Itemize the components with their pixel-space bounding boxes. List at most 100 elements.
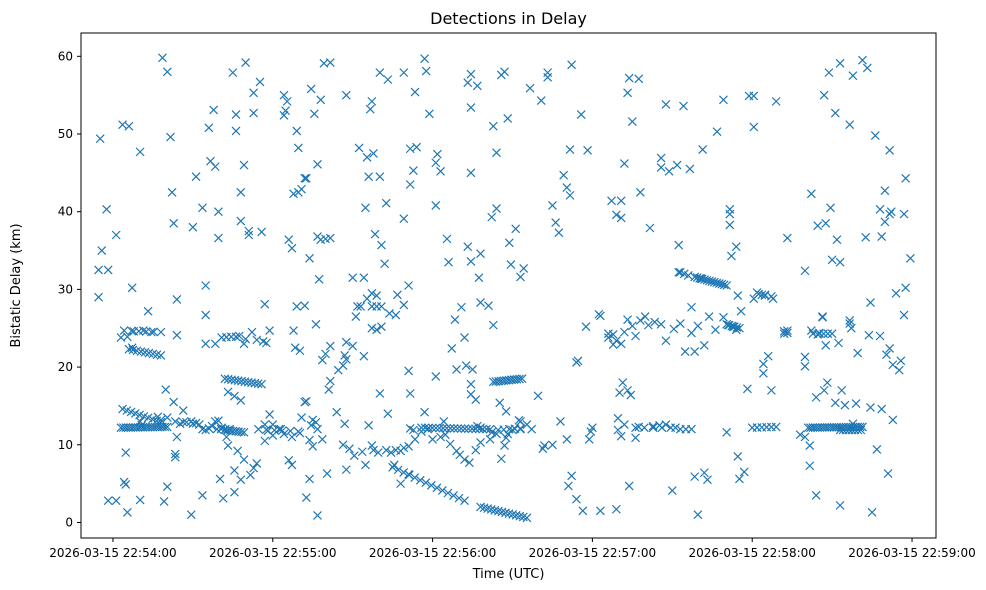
detection-marker (149, 327, 158, 337)
detection-marker (420, 407, 430, 417)
detection-marker (485, 434, 495, 444)
detection-marker (338, 440, 348, 450)
detection-marker (333, 365, 343, 375)
detection-marker (503, 114, 513, 123)
detection-marker (749, 91, 759, 101)
detection-marker (766, 385, 776, 395)
detection-marker (749, 122, 759, 132)
detection-marker (466, 256, 476, 266)
detection-marker (172, 330, 182, 340)
detection-marker (853, 425, 863, 435)
detection-marker (511, 510, 521, 520)
detection-marker (497, 507, 507, 517)
plot-frame (80, 32, 937, 539)
detection-marker (700, 275, 709, 285)
detection-marker (94, 292, 104, 302)
detection-marker (468, 364, 477, 374)
detection-marker (436, 432, 446, 442)
detection-marker (675, 319, 685, 328)
detection-marker (527, 424, 537, 434)
detection-marker (856, 425, 866, 435)
detection-marker (348, 341, 358, 351)
detection-marker (377, 302, 386, 311)
detection-marker (687, 328, 696, 338)
detection-marker (736, 306, 746, 316)
detection-marker (727, 321, 737, 331)
detection-marker (824, 68, 834, 78)
detection-marker (241, 58, 251, 67)
detection-marker (135, 495, 145, 505)
detection-marker (415, 475, 425, 485)
detection-marker (341, 337, 351, 347)
detection-marker (354, 143, 364, 153)
detection-marker (886, 207, 896, 217)
detection-marker (372, 325, 382, 335)
detection-marker (381, 445, 391, 455)
detection-marker (758, 359, 768, 369)
x-tick-label: 2026-03-15 22:56:00 (369, 546, 496, 560)
detection-marker (201, 425, 211, 435)
detection-marker (722, 319, 732, 329)
detection-marker (619, 327, 629, 337)
detection-marker (94, 265, 104, 275)
detection-marker (661, 100, 671, 109)
detection-marker (461, 361, 471, 370)
detection-marker (698, 145, 708, 154)
detection-marker (412, 142, 422, 152)
detection-marker (533, 391, 543, 401)
detection-marker (819, 329, 829, 339)
detection-marker (631, 423, 640, 433)
detection-marker (811, 392, 821, 402)
detection-marker (416, 423, 426, 433)
detection-marker (306, 420, 316, 430)
detection-marker (460, 333, 469, 342)
y-axis-label: Bistatic Delay (km) (9, 223, 24, 347)
detection-marker (835, 500, 845, 510)
detection-marker (492, 204, 501, 214)
detection-marker (214, 207, 223, 217)
detection-marker (460, 496, 469, 506)
detection-marker (583, 145, 593, 155)
detection-marker (127, 326, 136, 336)
detection-marker (882, 350, 891, 360)
detection-marker (782, 233, 792, 243)
detection-marker (474, 273, 484, 283)
x-tick-label: 2026-03-15 22:55:00 (209, 546, 336, 560)
detection-marker (233, 446, 243, 456)
detection-marker (853, 348, 863, 358)
detection-marker (719, 312, 728, 322)
y-tick-label: 0 (65, 515, 73, 529)
detection-marker (490, 505, 500, 515)
detection-marker (883, 469, 893, 478)
detection-marker (370, 229, 380, 239)
detection-marker (253, 379, 263, 389)
detection-marker (438, 423, 448, 433)
detection-marker (311, 319, 321, 329)
detection-marker (97, 246, 107, 255)
detection-marker (896, 356, 906, 366)
detection-marker (540, 441, 549, 450)
detection-marker (292, 126, 302, 136)
detection-marker (277, 426, 287, 436)
detection-marker (257, 379, 267, 389)
detection-marker (306, 84, 316, 94)
detection-marker (472, 81, 482, 91)
detection-marker (297, 184, 306, 194)
detection-marker (95, 134, 105, 144)
detection-marker (119, 477, 129, 487)
detection-marker (616, 196, 626, 206)
detection-marker (519, 263, 529, 273)
detection-marker (393, 465, 403, 475)
detection-marker (488, 121, 498, 131)
detection-marker (357, 447, 367, 457)
detection-marker (483, 504, 493, 514)
detection-marker (862, 63, 872, 73)
detection-marker (697, 274, 707, 284)
detection-marker (707, 277, 717, 286)
detection-marker (872, 445, 882, 454)
detection-marker (435, 423, 444, 433)
detection-marker (504, 509, 514, 519)
detection-marker (827, 255, 837, 265)
detection-marker (848, 71, 858, 81)
detection-marker (268, 420, 278, 429)
